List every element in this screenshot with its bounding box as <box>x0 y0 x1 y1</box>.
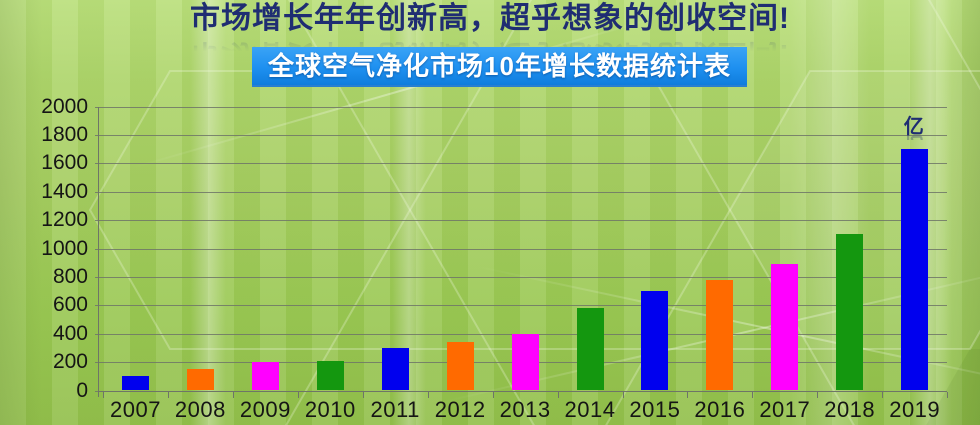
unit-label: 亿 <box>903 116 924 138</box>
x-axis-tick <box>622 391 624 398</box>
gridline-1200 <box>95 220 947 222</box>
x-tick-label: 2011 <box>370 397 420 422</box>
gridline-1400 <box>95 191 947 193</box>
x-axis-tick <box>947 391 949 398</box>
y-tick-label: 200 <box>52 350 88 374</box>
x-tick-label: 2013 <box>499 397 551 422</box>
x-axis-tick <box>232 391 234 398</box>
y-tick-label: 400 <box>52 321 88 345</box>
gridline-800 <box>95 276 947 278</box>
gridline-1800 <box>95 134 947 136</box>
x-tick-label: 2009 <box>239 397 291 422</box>
x-tick-label: 2019 <box>889 397 941 422</box>
y-tick-label: 800 <box>52 264 88 288</box>
x-tick-label: 2016 <box>694 397 746 422</box>
y-tick-label: 1600 <box>41 151 88 175</box>
x-tick-label: 2018 <box>824 397 876 422</box>
x-axis-tick <box>362 391 364 398</box>
y-tick-label: 600 <box>52 293 88 317</box>
x-axis-tick <box>557 391 559 398</box>
x-tick-label: 2012 <box>434 397 486 422</box>
bar-2007 <box>122 376 149 391</box>
x-tick-label: 2015 <box>629 397 681 422</box>
x-tick-label: 2017 <box>759 397 811 422</box>
x-axis-tick <box>492 391 494 398</box>
bar-2018 <box>836 234 864 391</box>
y-tick-label: 1800 <box>41 122 88 146</box>
x-axis-tick <box>168 391 169 398</box>
bar-2019 <box>901 149 929 391</box>
gridline-1600 <box>95 163 947 165</box>
x-axis-tick <box>882 391 884 398</box>
bar-2013 <box>511 333 539 391</box>
x-tick-label: 2008 <box>174 397 226 422</box>
y-axis-line <box>98 106 99 397</box>
x-axis-line <box>98 390 947 392</box>
bar-2015 <box>641 291 669 391</box>
x-tick-label: 2007 <box>110 397 161 422</box>
gridline-2000 <box>95 106 947 108</box>
y-tick-label: 0 <box>76 378 88 402</box>
y-tick-label: 1400 <box>41 179 88 203</box>
bar-2010 <box>316 360 344 391</box>
y-tick-label: 1200 <box>41 208 88 232</box>
bar-2016 <box>706 279 734 391</box>
x-axis-tick <box>103 391 104 398</box>
gridline-1000 <box>95 248 947 250</box>
chart-title-banner: 全球空气净化市场10年增长数据统计表 <box>252 47 747 87</box>
bar-2008 <box>186 369 214 391</box>
x-axis-tick <box>687 391 689 398</box>
bar-2017 <box>771 264 799 391</box>
bar-2011 <box>381 347 409 391</box>
x-tick-label: 2014 <box>564 397 616 422</box>
x-axis-tick <box>752 391 754 398</box>
bar-2012 <box>446 342 474 391</box>
bar-2009 <box>251 362 279 391</box>
y-tick-label: 2000 <box>41 94 88 118</box>
x-axis-tick <box>427 391 429 398</box>
gridline-600 <box>95 305 947 307</box>
y-tick-label: 1000 <box>41 236 88 260</box>
page-title: 市场增长年年创新高，超乎想象的创收空间! <box>190 2 790 35</box>
x-axis-tick <box>817 391 819 398</box>
x-axis-tick <box>297 391 299 398</box>
bar-2014 <box>576 308 604 391</box>
x-tick-label: 2010 <box>304 397 356 422</box>
